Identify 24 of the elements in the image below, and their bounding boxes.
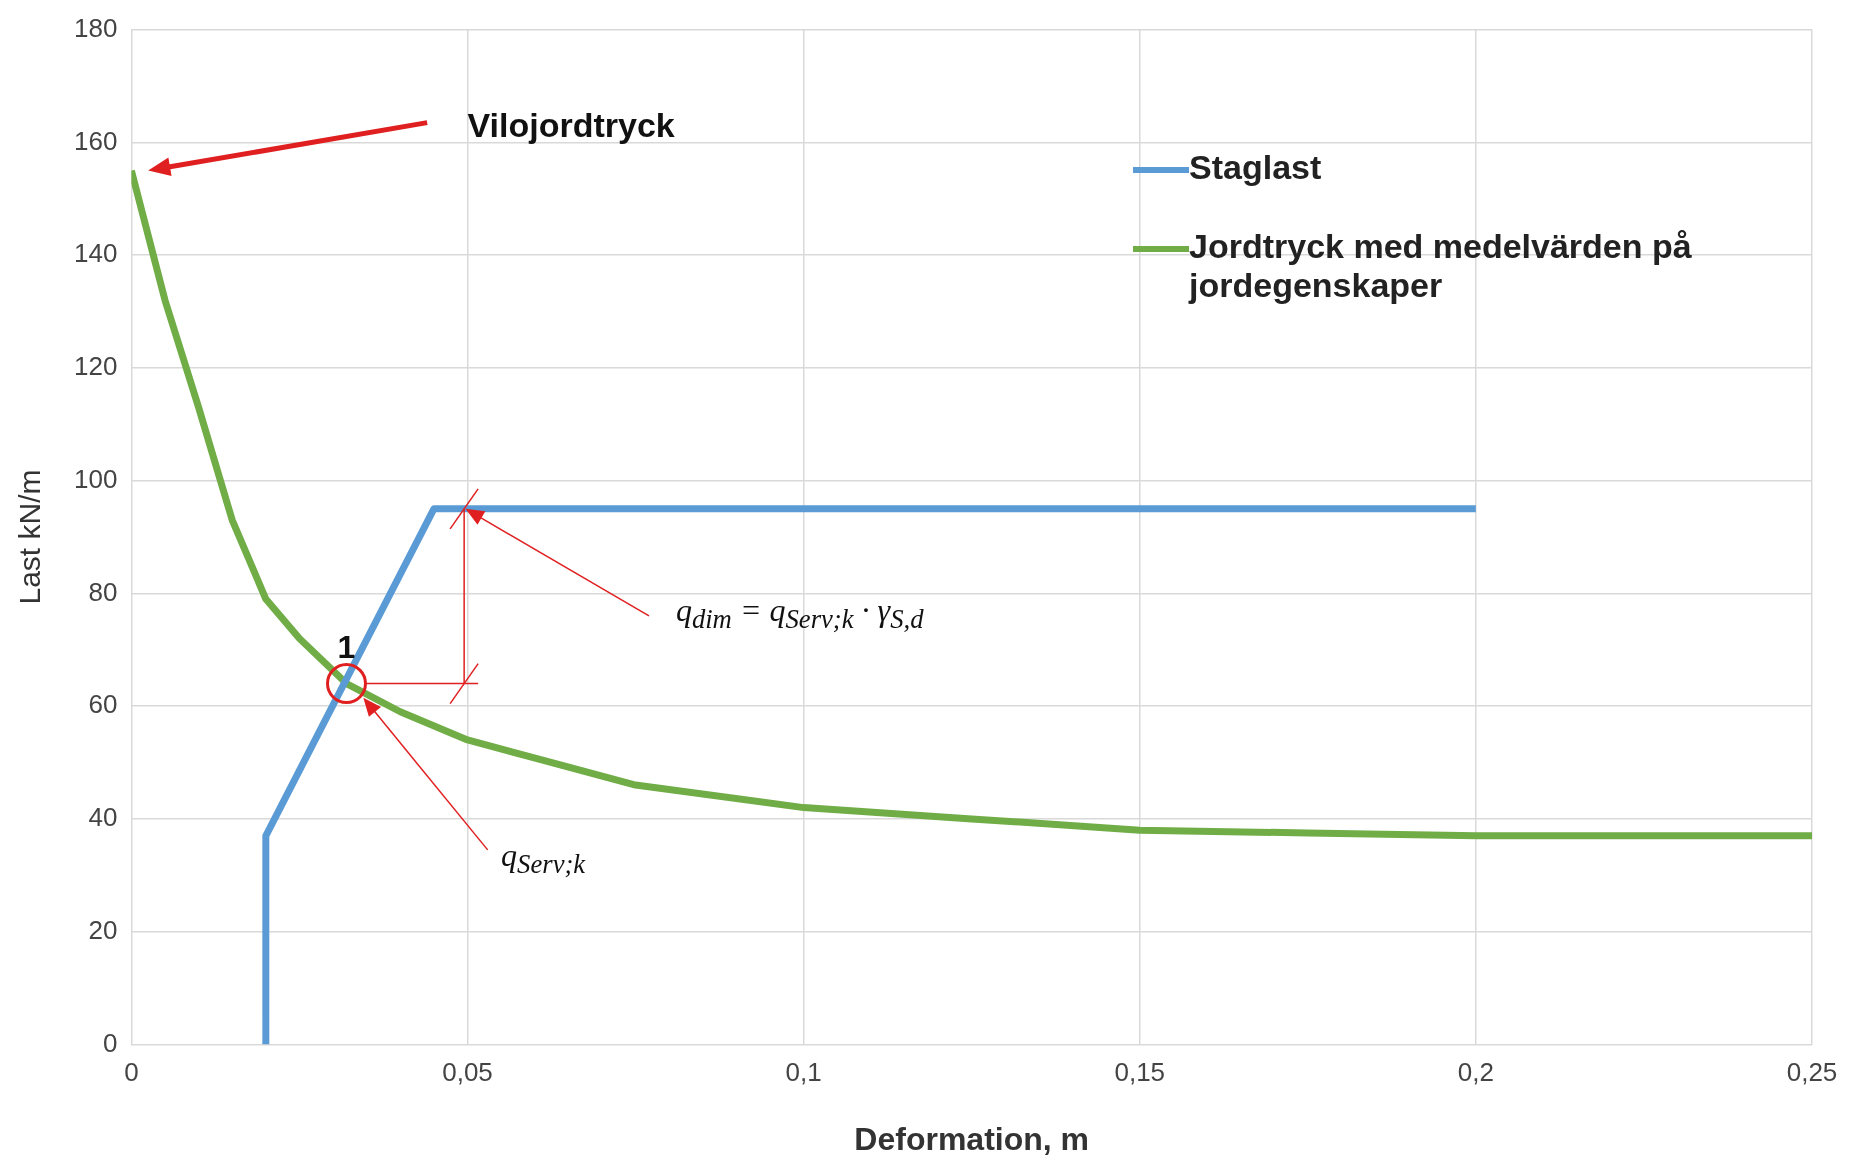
x-tick-label: 0,15 (1114, 1057, 1166, 1088)
y-axis-title: Last kN/m (13, 469, 47, 605)
annotation: q$_{Serv;k}$ (501, 836, 586, 881)
x-tick-label: 0,25 (1786, 1057, 1838, 1088)
legend-label: Staglast (1189, 147, 1322, 187)
legend-label: Jordtryck med medelvärden på jordegenskaper (1189, 226, 1693, 305)
y-tick-label: 140 (73, 238, 118, 269)
y-tick-label: 20 (88, 914, 118, 945)
x-tick-label: 0,1 (785, 1057, 822, 1088)
annotation: 1 (337, 629, 356, 667)
x-axis-title: Deformation, m (854, 1120, 1090, 1157)
annotation: q$_{dim}$ = q$_{Serv;k}$ · γ$_{S,d}$ (675, 591, 924, 635)
annotation: Vilojordtryck (467, 105, 675, 145)
y-tick-label: 80 (88, 576, 118, 607)
y-tick-label: 60 (88, 689, 118, 720)
y-tick-label: 180 (73, 12, 118, 43)
y-tick-label: 100 (73, 463, 118, 494)
x-tick-label: 0,2 (1457, 1057, 1494, 1088)
y-tick-label: 0 (102, 1027, 118, 1058)
y-tick-label: 120 (73, 351, 118, 382)
y-tick-label: 40 (88, 802, 118, 833)
y-tick-label: 160 (73, 125, 118, 156)
x-tick-label: 0,05 (442, 1057, 493, 1088)
x-tick-label: 0 (124, 1057, 139, 1088)
